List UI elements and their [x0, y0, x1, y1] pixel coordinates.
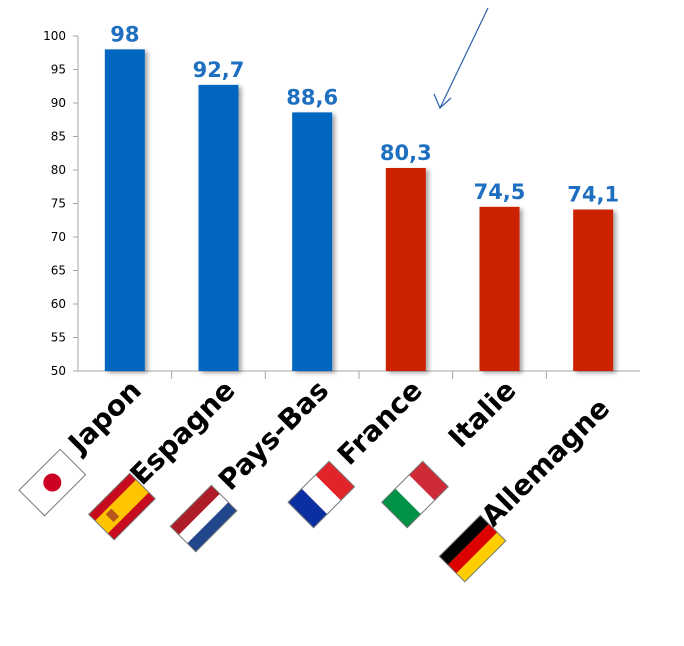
bar-allemagne — [573, 209, 614, 371]
y-tick-label: 100 — [43, 29, 66, 43]
bar-france — [385, 167, 426, 371]
y-tick-label: 80 — [51, 163, 66, 177]
category-label: Japon — [60, 374, 147, 461]
y-tick-label: 55 — [51, 331, 66, 345]
france-flag-icon — [287, 460, 356, 529]
y-tick-label: 85 — [51, 130, 66, 144]
bar-italie — [479, 206, 520, 371]
germany-flag-icon — [438, 514, 507, 583]
y-tick-label: 90 — [51, 96, 66, 110]
value-label-italie: 74,5 — [474, 180, 526, 204]
y-tick-label: 60 — [51, 297, 66, 311]
netherlands-flag-icon — [169, 484, 238, 553]
annotation-arrow — [439, 7, 489, 109]
italy-flag-icon — [381, 460, 449, 529]
japan-flag-icon — [18, 448, 87, 517]
y-tick-label: 75 — [51, 197, 66, 211]
value-label-allemagne: 74,1 — [567, 183, 619, 207]
y-tick-label: 70 — [51, 230, 66, 244]
y-tick-label: 65 — [51, 264, 66, 278]
category-label: Italie — [442, 374, 523, 455]
bar-pays-bas — [292, 112, 333, 371]
bar-japon — [104, 49, 145, 372]
value-label-japon: 98 — [110, 22, 139, 46]
y-tick-label: 95 — [51, 63, 66, 77]
value-label-pays-bas: 88,6 — [286, 85, 338, 109]
bar-espagne — [198, 84, 239, 371]
value-label-france: 80,3 — [380, 141, 432, 165]
value-label-espagne: 92,7 — [193, 58, 245, 82]
y-tick-label: 50 — [51, 364, 66, 378]
category-label: France — [331, 374, 429, 472]
spain-flag-icon — [88, 472, 156, 541]
annotation-arrowhead — [433, 93, 452, 110]
